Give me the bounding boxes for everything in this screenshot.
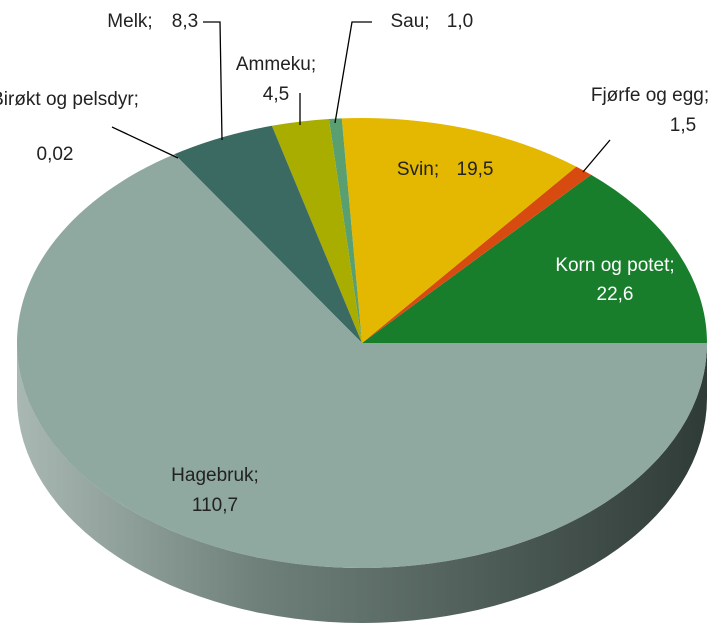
data-label-value: 22,6	[597, 284, 634, 305]
pie-slice	[362, 174, 707, 343]
data-label-value: 0,02	[37, 144, 74, 165]
pie-side	[17, 343, 707, 623]
pie-slice	[328, 118, 362, 343]
pie-slice	[174, 125, 362, 343]
data-label-value: 110,7	[192, 495, 238, 516]
data-label-name: Hagebruk;	[171, 465, 259, 486]
data-label-name: Fjørfe og egg;	[591, 85, 709, 106]
data-label-name: Ammeku;	[236, 54, 316, 75]
pie-slice	[16, 154, 707, 568]
data-label-value: 8,3	[172, 11, 198, 32]
data-label-name: Svin;	[397, 159, 439, 180]
data-label-name: Melk;	[107, 11, 152, 32]
data-label-name: Korn og potet;	[555, 255, 674, 276]
pie-slice	[271, 119, 362, 343]
leader-lines	[111, 21, 611, 173]
data-label-value: 4,5	[263, 84, 289, 105]
pie-slice	[362, 166, 592, 343]
data-label-value: 19,5	[457, 159, 494, 180]
data-label-name: Birøkt og pelsdyr;	[0, 89, 139, 110]
data-label-value: 1,0	[447, 11, 473, 32]
data-label-name: Sau;	[390, 11, 429, 32]
pie-slice	[341, 118, 577, 343]
pie-slice	[174, 154, 362, 343]
data-label-value: 1,5	[670, 115, 696, 136]
